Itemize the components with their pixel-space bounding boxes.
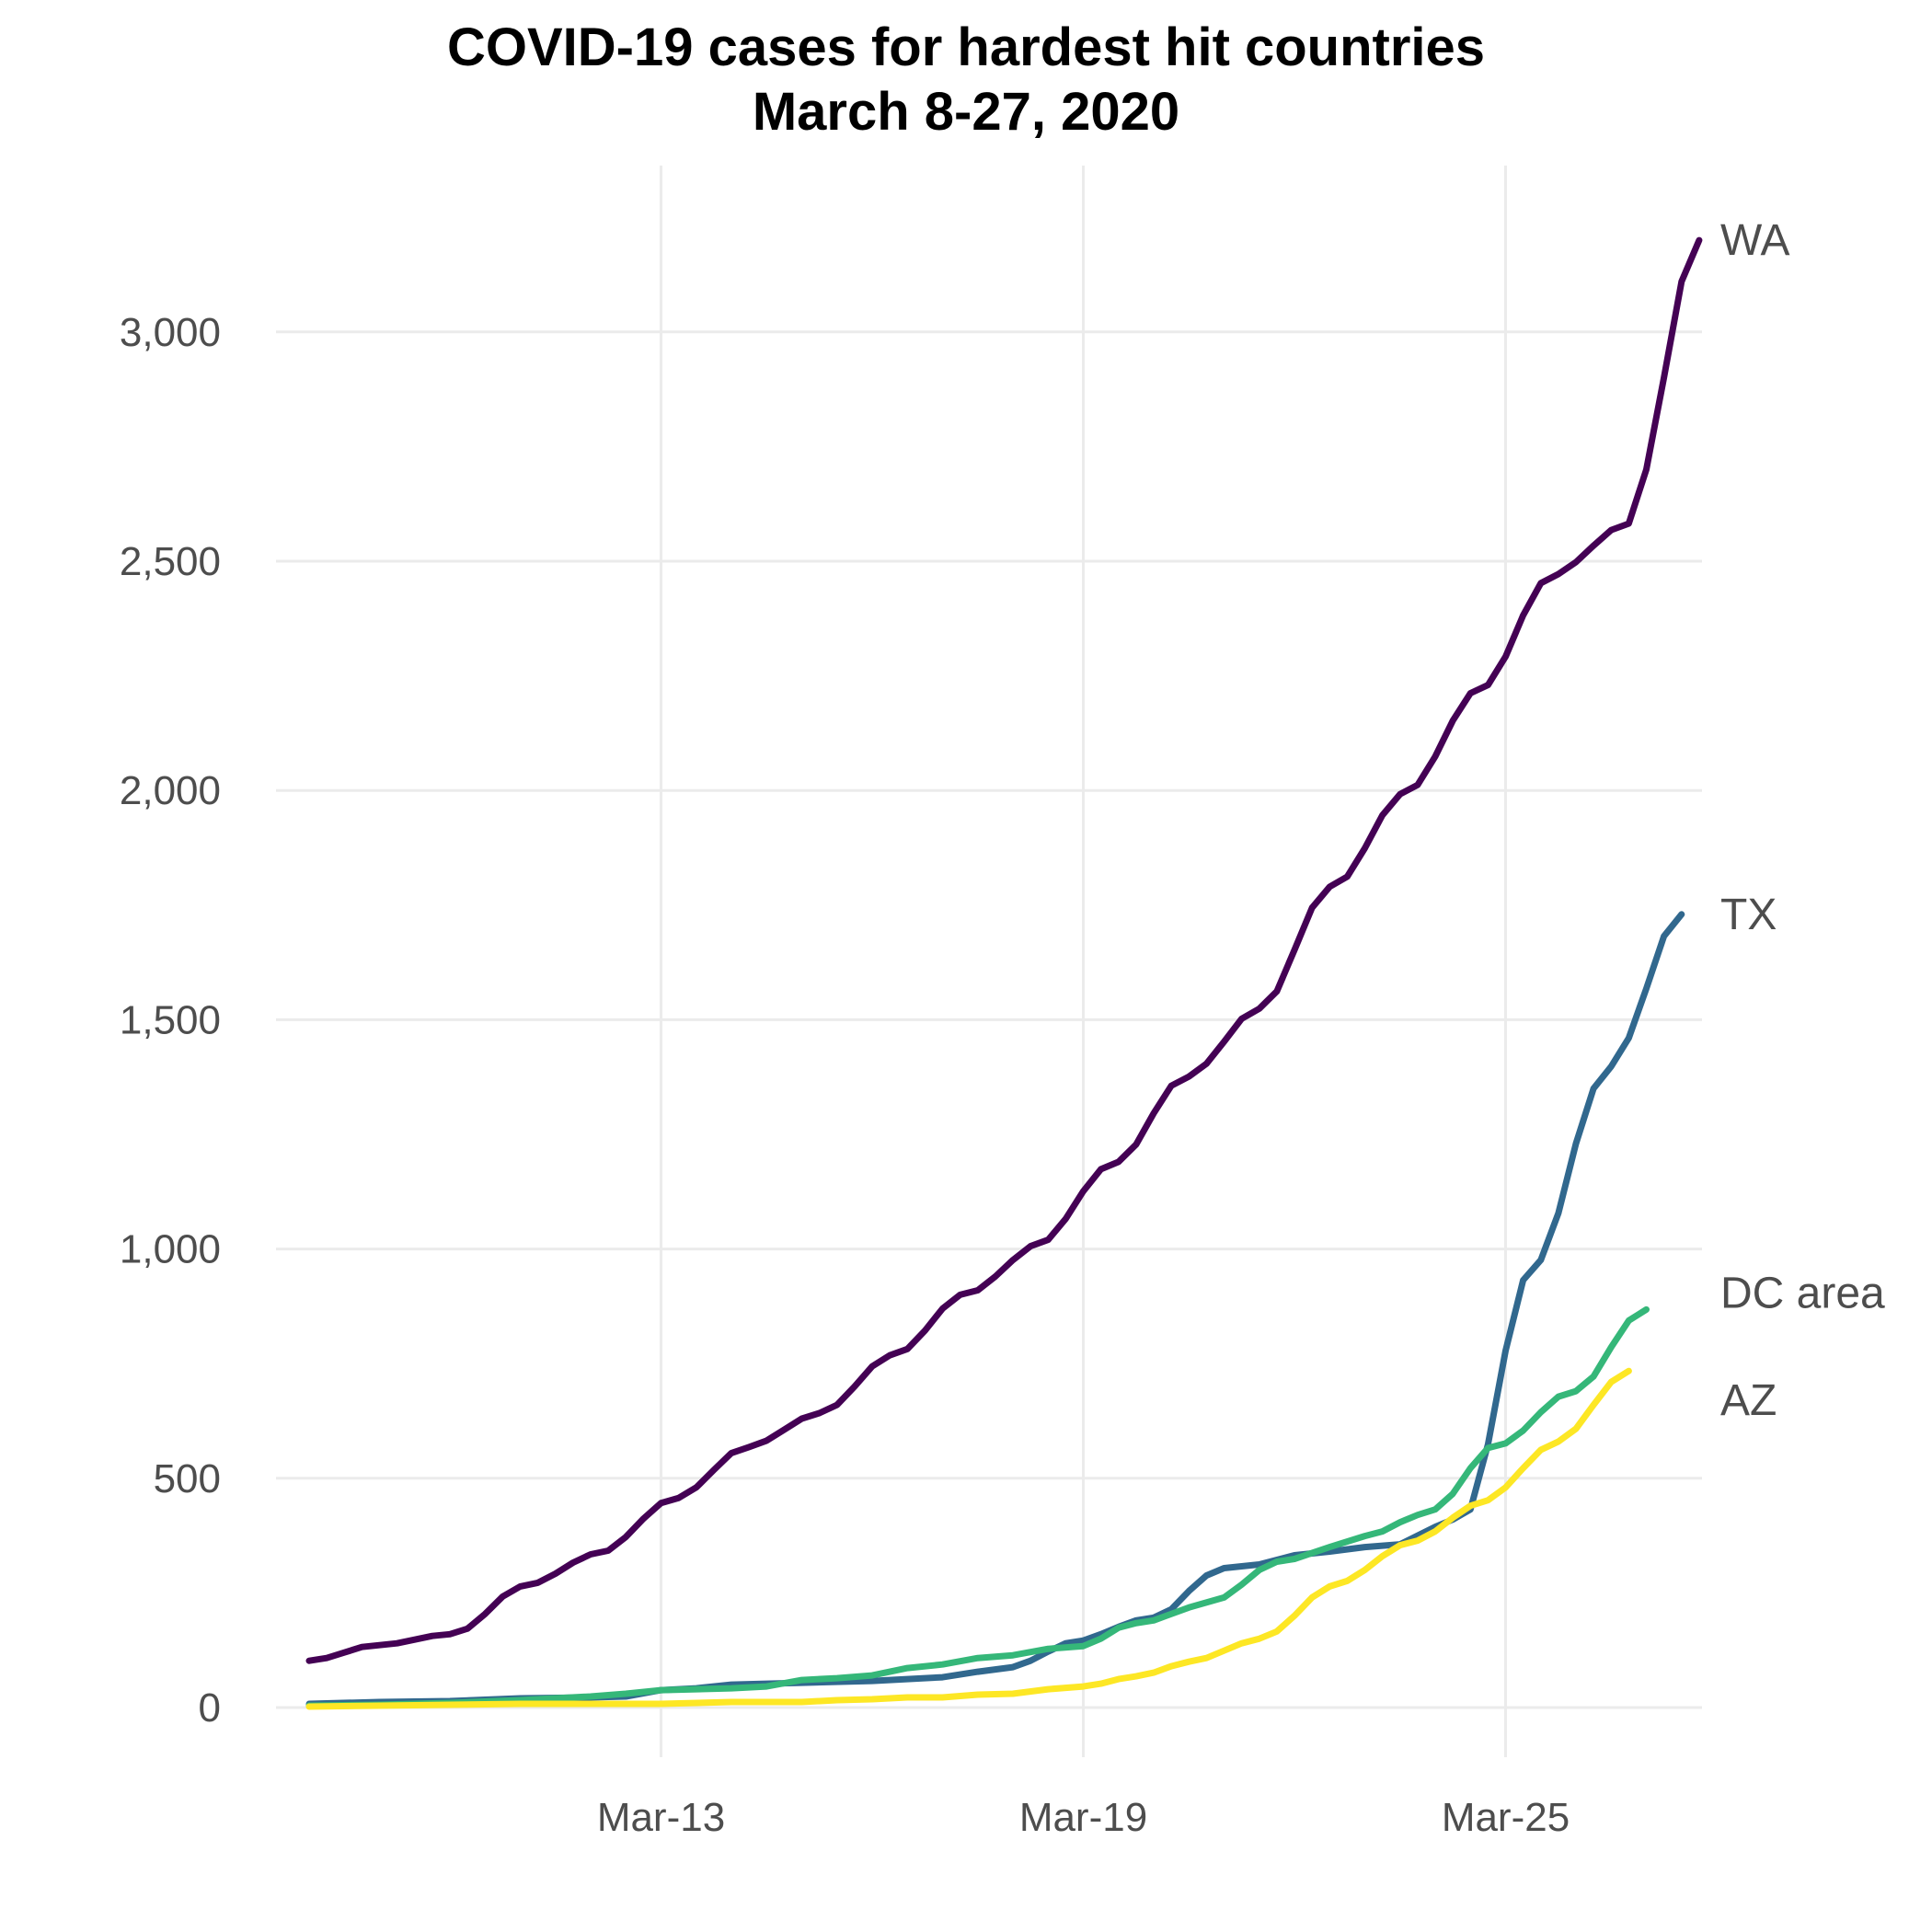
y-tick-label: 2,500 — [120, 539, 221, 584]
series-label-tx: TX — [1720, 891, 1777, 939]
y-tick-label: 1,000 — [120, 1227, 221, 1272]
y-tick-label: 3,000 — [120, 310, 221, 355]
y-tick-label: 1,500 — [120, 997, 221, 1042]
y-tick-label: 500 — [154, 1456, 221, 1501]
chart-title: COVID-19 cases for hardest hit countries — [446, 17, 1486, 77]
y-tick-label: 0 — [199, 1685, 221, 1731]
series-label-wa: WA — [1720, 216, 1790, 265]
line-layer — [305, 236, 1703, 1710]
series-line-wa — [305, 236, 1703, 1664]
y-tick-label: 2,000 — [120, 768, 221, 813]
chart-subtitle: March 8-27, 2020 — [752, 82, 1180, 142]
grid-layer — [276, 166, 1702, 1757]
series-line-az — [305, 1367, 1632, 1710]
label-layer: 0 500 1,000 1,500 2,000 2,500 3,000 Mar-13 Mar-1… — [120, 216, 1885, 1840]
series-line-tx — [305, 911, 1685, 1708]
x-tick-label: Mar-19 — [1019, 1795, 1147, 1840]
series-label-az: AZ — [1720, 1376, 1777, 1425]
x-tick-label: Mar-25 — [1442, 1795, 1570, 1840]
series-label-dc-area: DC area — [1720, 1269, 1885, 1317]
series-line-dc-area — [305, 1305, 1650, 1709]
x-tick-label: Mar-13 — [597, 1795, 725, 1840]
